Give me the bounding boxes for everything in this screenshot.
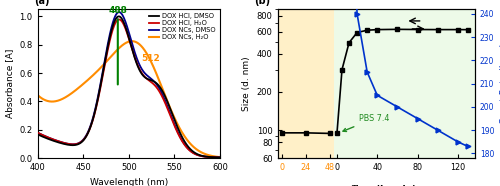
Text: PBS 7.4: PBS 7.4 [343, 114, 390, 132]
Y-axis label: Absorbance [A]: Absorbance [A] [5, 49, 14, 118]
Y-axis label: Size (d. nm): Size (d. nm) [242, 56, 251, 111]
Text: Time: Time [352, 185, 376, 186]
Text: (h, min): (h, min) [376, 185, 416, 186]
Text: (a): (a) [34, 0, 50, 6]
Bar [278, 9, 334, 158]
Text: 488: 488 [108, 6, 127, 15]
Bar [334, 9, 495, 158]
Legend: DOX HCl, DMSO, DOX HCl, H₂O, DOX NCs, DMSO, DOX NCs, H₂O: DOX HCl, DMSO, DOX HCl, H₂O, DOX NCs, DM… [146, 11, 218, 43]
Text: 512: 512 [142, 54, 161, 63]
Text: (b): (b) [254, 0, 270, 6]
X-axis label: Wavelength (nm): Wavelength (nm) [90, 177, 168, 186]
